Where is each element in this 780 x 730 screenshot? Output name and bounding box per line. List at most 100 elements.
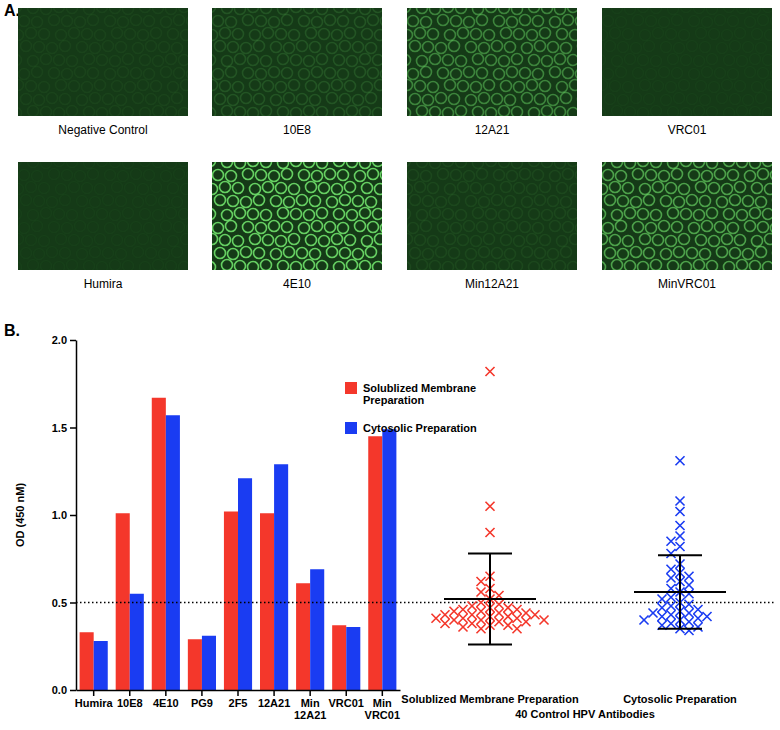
point [639,615,648,624]
cell-ring [694,56,705,67]
cell-ring [709,236,720,247]
cell-ring [625,162,636,169]
cell-ring [661,196,672,207]
cell-ring [18,55,22,66]
point [675,531,684,540]
cell-ring [289,30,300,41]
point [684,580,693,589]
cell-ring [722,80,733,91]
cell-ring [355,171,366,182]
bar [80,632,94,690]
cell-ring [494,69,505,80]
cell-ring [39,183,50,194]
cell-ring [756,197,767,208]
cell-ring [505,249,516,260]
cell-ring [568,8,578,13]
cell-ring [26,81,37,92]
cell-ring [133,247,144,258]
cell-ring [484,184,495,195]
cell-ring [612,260,623,271]
cell-ring [166,261,177,271]
cell-ring [360,8,371,15]
cell-ring [254,248,265,259]
cell-ring [62,69,73,80]
cell-ring [110,8,121,14]
cell-ring [423,95,434,106]
cell-ring [633,15,644,26]
cell-ring [181,184,189,195]
cell-ring [125,82,136,93]
bar-plot-area [76,398,400,690]
point [539,615,548,624]
cell-ring [366,197,377,208]
cell-ring [473,54,484,65]
cell-ring [605,41,616,52]
point [503,603,512,612]
cell-ring [679,234,690,245]
cell-ring [542,260,553,271]
error-bar [679,555,681,629]
cell-ring [557,29,568,40]
cell-ring [373,55,383,66]
point [449,615,458,624]
cell-ring [715,222,726,233]
micrograph [602,162,772,270]
cell-ring [181,30,189,41]
cell-ring [291,162,302,167]
cell-ring [743,95,754,106]
x-tick-mark [273,690,275,696]
cell-ring [661,95,672,106]
cell-ring [276,183,287,194]
bar [238,478,252,690]
cell-ring [602,108,606,117]
cell-ring [373,209,383,220]
cell-ring [181,80,189,91]
cell-ring [486,262,497,271]
cell-ring [32,171,43,182]
cell-ring [707,107,718,117]
cell-ring [312,17,323,28]
cell-ring [213,170,224,181]
cell-ring [97,55,108,66]
cell-ring [428,82,439,93]
cell-ring [215,94,226,105]
cell-ring [407,8,411,13]
cell-ring [241,197,252,208]
cell-ring [228,95,239,106]
cell-ring [140,209,151,220]
cell-ring [550,67,561,78]
point [657,603,666,612]
cell-ring [633,169,644,180]
cell-ring [222,260,233,271]
cell-ring [602,8,606,13]
cell-ring [95,234,106,245]
cell-ring [261,162,272,168]
cell-ring [84,8,95,15]
cell-ring [477,15,488,26]
cell-ring [317,162,328,169]
cell-ring [756,93,767,104]
cell-ring [646,16,657,27]
point [485,528,494,537]
cell-ring [233,236,244,247]
cell-ring [625,208,636,219]
cell-ring [576,69,578,80]
cell-ring [161,171,172,182]
panel-label: B. [4,322,20,339]
cell-ring [131,68,142,79]
cell-ring [263,182,274,193]
cell-ring [56,80,67,91]
cell-ring [228,196,239,207]
cell-ring [638,162,649,167]
cell-ring [54,209,65,220]
point [675,507,684,516]
cell-ring [464,17,475,28]
point [458,614,467,623]
micrograph-background [18,162,188,270]
cell-ring [752,82,763,93]
cell-ring [672,169,683,180]
cell-ring [381,223,383,234]
cell-ring [484,30,495,41]
cell-ring [228,249,239,260]
cell-ring [345,81,356,92]
